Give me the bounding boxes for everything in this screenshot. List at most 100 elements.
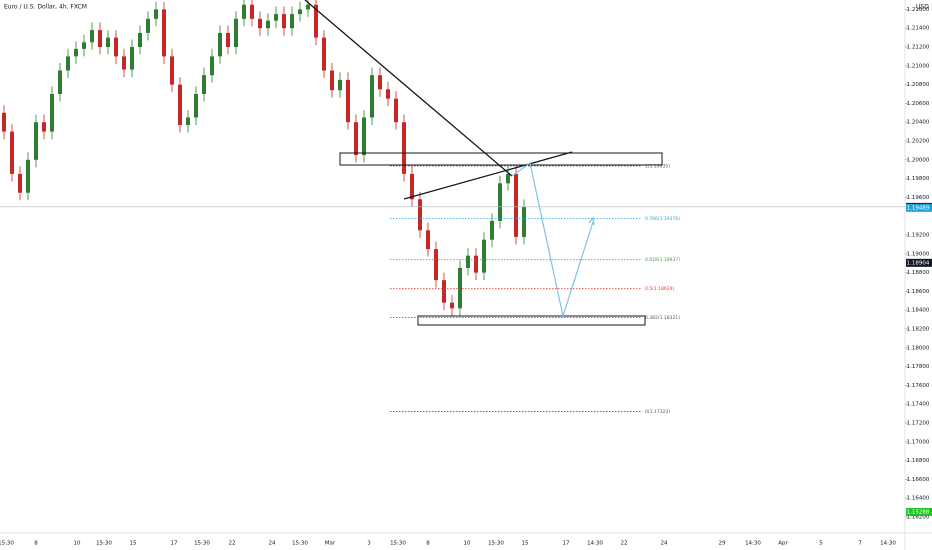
candle-body [234,18,238,48]
candle-body [26,159,30,193]
y-tick-label: 1.18200 [907,327,930,333]
candle-body [90,30,94,43]
fib-level-label: 0.618(1.18937) [645,257,680,263]
candle-body [178,84,182,126]
x-tick-label: 5 [819,541,823,547]
candle-body [370,75,374,118]
y-tick-label: 1.21600 [907,7,930,13]
candle-body [2,112,6,132]
candle-body [378,75,382,90]
y-tick-label: 1.21000 [907,63,930,69]
candle-body [42,122,46,132]
y-tick-label: 1.19800 [907,176,930,182]
x-tick-label: 14:30 [587,541,603,547]
y-tick-label: 1.18800 [907,270,930,276]
candle-body [298,9,302,15]
candle-body [354,122,358,156]
price-tag [906,203,932,212]
y-tick-label: 1.21400 [907,26,930,32]
chart-title: Euro / U.S. Dollar, 4h, FXCM [4,4,87,11]
candle-body [442,280,446,303]
candle-body [114,37,118,57]
candle-body [74,48,78,57]
candle-body [434,249,438,281]
x-tick-label: Apr [778,541,788,547]
candle-body [170,56,174,85]
candle-body [346,79,350,123]
candle-body [482,239,486,273]
candle-body [154,9,158,19]
candle-body [338,79,342,91]
candle-body [458,267,462,309]
x-tick-label: 15:30 [390,541,406,547]
candle-body [314,4,318,38]
candle-body [410,173,414,200]
y-tick-label: 1.20400 [907,120,930,126]
x-tick-label: Mar [325,541,336,547]
candle-body [66,56,70,71]
y-tick-label: 1.17600 [907,383,930,389]
candle-body [274,14,278,21]
fib-level-label: 0.5(1.18629) [645,286,675,292]
price-tag-label: 1.18904 [907,260,930,266]
price-tag [906,258,932,267]
candle-body [210,56,214,76]
x-tick-label: 15:30 [194,541,210,547]
x-tick-label: 10 [464,541,471,547]
y-tick-label: 1.17200 [907,421,930,427]
candle-body [330,70,334,91]
candle-body [418,199,422,231]
trend-line [403,151,573,200]
x-tick-label: 14:30 [880,541,896,547]
candle-body [474,255,478,273]
x-tick-label: 10 [74,541,81,547]
candle-body [194,94,198,118]
candle-body [290,14,294,29]
overlay: 1(1.19935) 0.786(1.19376) 0.618(1.18937) 0.… [0,0,905,415]
y-tick-label: 1.19200 [907,233,930,239]
candle-body [218,32,222,57]
candle-body [226,32,230,48]
price-tag [906,508,932,516]
support-zone [417,315,646,326]
y-tick-label: 1.18000 [907,345,930,351]
fib-level-label: 1(1.19935) [645,163,670,169]
y-tick-label: 1.16600 [907,477,930,483]
candle-body [522,206,526,237]
candle-body [186,117,190,126]
candle-body [266,20,270,29]
y-tick-label: 1.17800 [907,364,930,370]
candle-body [34,122,38,160]
candle-body [146,18,150,33]
x-tick-label: 15 [522,541,529,547]
candle-body [394,98,398,123]
x-tick-label: 15:30 [488,541,504,547]
x-tick-label: 14:30 [745,541,761,547]
y-tick-label: 1.20000 [907,157,930,163]
x-tick-label: 15:30 [0,541,14,547]
candle-body [162,9,166,57]
candle-body [122,56,126,70]
candle-body [82,42,86,49]
x-tick-label: 29 [719,541,726,547]
resistance-zone [339,152,663,166]
candle-body [506,173,510,184]
candle-body [306,4,310,10]
x-tick-label: 17 [171,541,178,547]
y-tick-label: 1.20200 [907,139,930,145]
currency-label: USD [916,4,929,11]
y-tick-label: 1.16200 [907,515,930,521]
x-tick-label: 15 [130,541,137,547]
x-tick-label: 22 [621,541,628,547]
candle-body [450,302,454,309]
candle-body [498,183,502,221]
y-tick-label: 1.18400 [907,308,930,314]
candle-body [250,4,254,19]
candle-body [282,14,286,29]
candle-body [138,32,142,48]
axes: 1.21600 1.21400 1.21200 1.21000 1.20800 1.206… [0,7,932,547]
x-tick-label: 22 [229,541,236,547]
x-tick-label: 8 [426,541,430,547]
trend-line [304,0,513,177]
